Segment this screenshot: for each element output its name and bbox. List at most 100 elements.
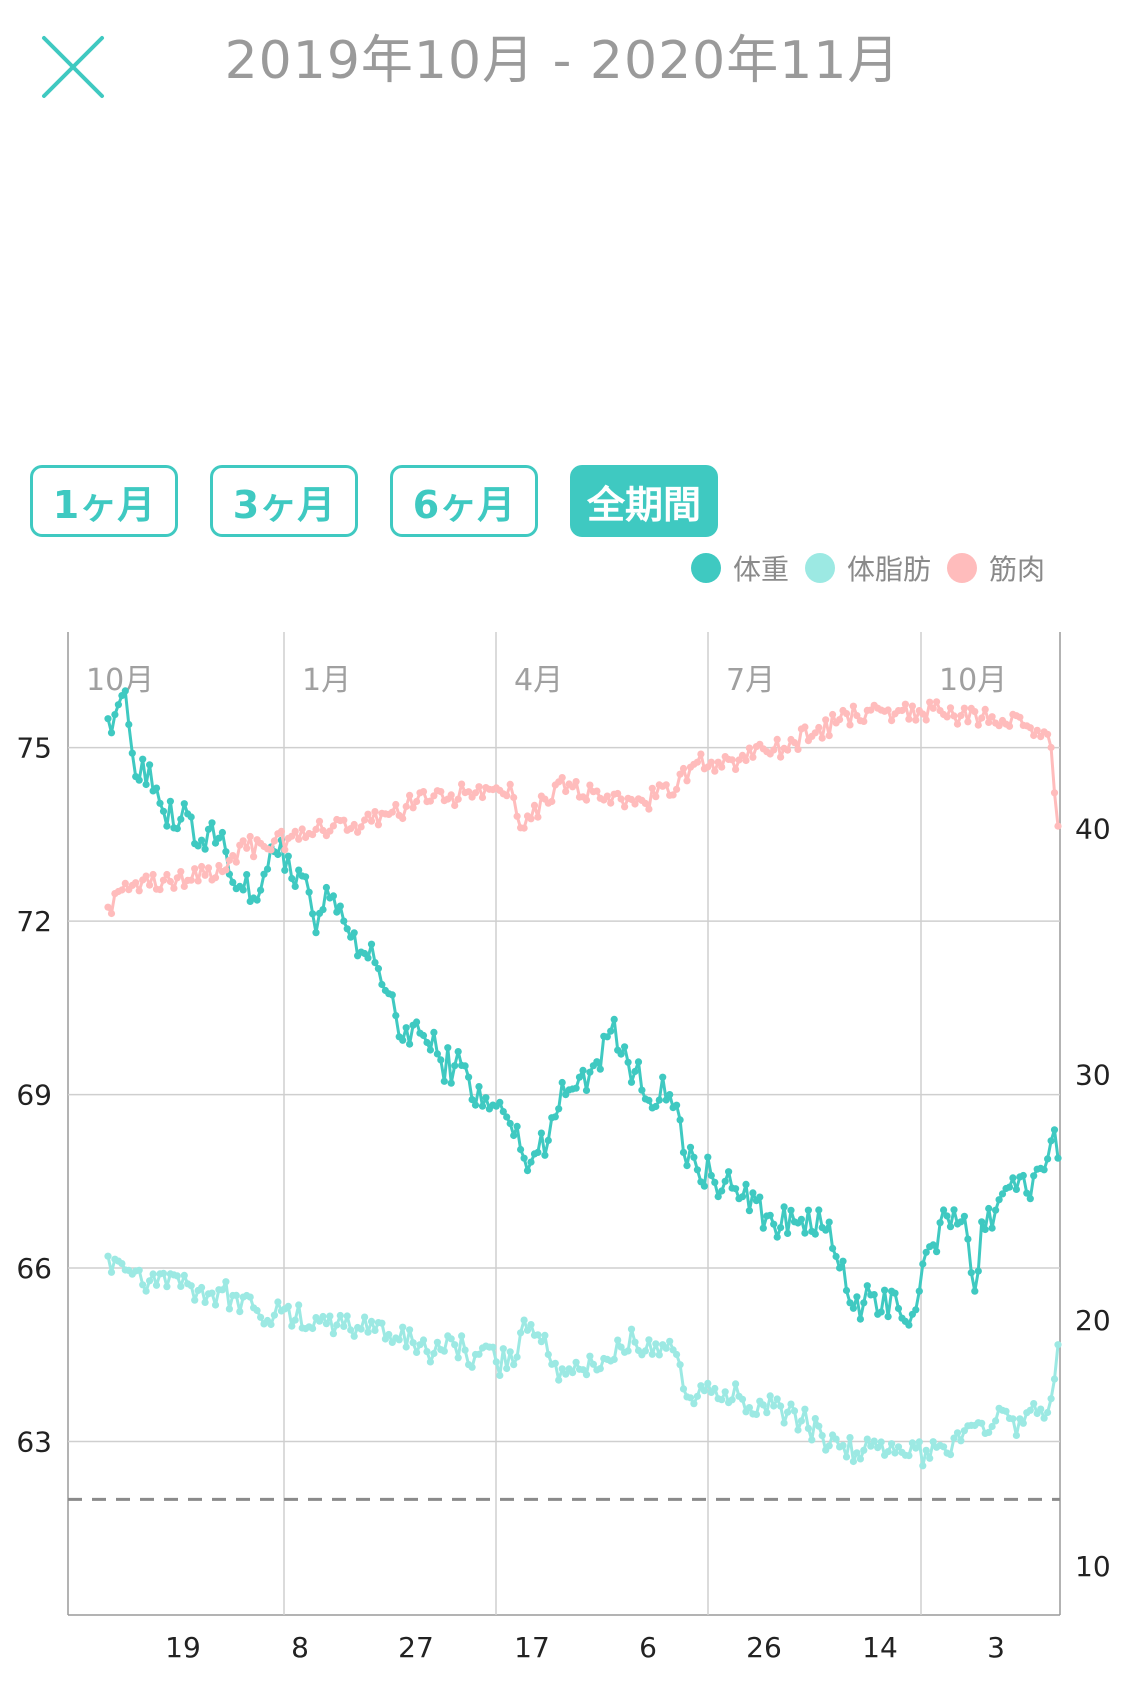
data-point — [558, 1365, 566, 1373]
data-point — [912, 1444, 920, 1452]
data-point — [517, 1145, 525, 1154]
data-point — [985, 1428, 993, 1436]
data-point — [187, 1282, 195, 1290]
data-point — [849, 1457, 858, 1466]
data-point — [926, 698, 934, 706]
data-point — [863, 1435, 871, 1443]
data-point — [780, 1419, 788, 1427]
data-point — [510, 1361, 518, 1369]
data-point — [690, 1153, 698, 1161]
data-point — [517, 1329, 525, 1337]
data-point — [846, 1434, 854, 1442]
data-point — [967, 1269, 975, 1277]
data-point — [655, 1351, 663, 1359]
data-point — [870, 1437, 878, 1445]
data-point — [163, 822, 171, 830]
data-point — [107, 729, 116, 737]
data-point — [985, 1204, 993, 1213]
data-point — [246, 832, 254, 841]
data-point — [291, 882, 299, 890]
data-point — [215, 834, 223, 842]
data-point — [302, 873, 310, 881]
data-point — [1009, 1174, 1017, 1182]
data-point — [950, 1206, 958, 1214]
data-point — [222, 866, 230, 874]
y-right-tick-label: 20 — [1075, 1304, 1111, 1337]
data-point — [371, 808, 379, 816]
data-point — [662, 1096, 670, 1104]
data-point — [766, 1211, 774, 1219]
data-point — [839, 1441, 847, 1449]
data-point — [222, 1278, 230, 1286]
data-point — [281, 846, 289, 854]
data-point — [988, 1422, 996, 1431]
data-point — [922, 1248, 930, 1256]
data-point — [919, 1260, 927, 1268]
data-point — [842, 1286, 851, 1295]
data-point — [950, 712, 958, 720]
data-point — [513, 812, 521, 820]
data-point — [818, 1432, 826, 1440]
data-point — [329, 1330, 337, 1338]
legend-label-body-fat: 体脂肪 — [846, 553, 931, 586]
data-point — [152, 784, 161, 792]
data-point — [527, 1321, 535, 1329]
tab-6-months[interactable]: 6ヶ月 — [390, 465, 538, 537]
data-point — [1050, 1126, 1059, 1134]
data-point — [940, 1206, 948, 1214]
data-point — [870, 1291, 878, 1299]
data-point — [998, 1190, 1007, 1198]
data-point — [454, 1354, 462, 1362]
data-point — [770, 1402, 778, 1410]
data-point — [336, 1311, 344, 1320]
data-point — [503, 1364, 511, 1373]
data-point — [749, 753, 757, 761]
data-point — [860, 1446, 868, 1454]
data-point — [773, 1233, 781, 1241]
body-composition-chart[interactable]: 10月 1月 4月 7月 10月 75 72 69 66 63 40 30 20 10 19 8 27 17 6 26… — [0, 620, 1125, 1689]
data-point — [423, 1038, 431, 1047]
data-point — [593, 1058, 601, 1066]
data-point — [676, 770, 684, 778]
y-right-tick-label: 40 — [1075, 813, 1111, 846]
data-point — [322, 883, 330, 892]
data-point — [544, 1350, 552, 1359]
data-point — [759, 1401, 767, 1409]
data-point — [492, 1358, 500, 1366]
y-left-tick-label: 72 — [16, 905, 52, 938]
data-point — [891, 1289, 899, 1297]
data-point — [163, 1283, 171, 1291]
x-tick-label: 19 — [165, 1631, 201, 1664]
tab-1-month[interactable]: 1ヶ月 — [30, 465, 178, 537]
data-point — [673, 1101, 681, 1109]
data-point — [1047, 1395, 1055, 1403]
data-point — [350, 929, 358, 937]
data-point — [815, 723, 823, 732]
chart-legend: 体重 体脂肪 筋肉 — [675, 548, 1045, 588]
x-tick-label: 3 — [987, 1631, 1005, 1664]
data-point — [988, 1224, 996, 1232]
data-point — [146, 881, 154, 889]
data-point — [666, 1337, 674, 1345]
tab-3-months[interactable]: 3ヶ月 — [210, 465, 358, 537]
data-point — [402, 1024, 410, 1032]
data-point — [818, 734, 826, 742]
data-point — [926, 1454, 934, 1462]
data-point — [894, 1443, 903, 1451]
series-body-fat — [104, 1252, 1062, 1470]
data-point — [111, 711, 119, 719]
data-point — [350, 1332, 358, 1340]
month-label: 1月 — [302, 663, 351, 698]
data-point — [745, 744, 754, 752]
tab-all-period[interactable]: 全期間 — [570, 465, 718, 537]
data-point — [648, 784, 656, 792]
data-point — [943, 1212, 951, 1220]
data-point — [825, 1218, 833, 1226]
data-point — [367, 817, 376, 825]
data-point — [856, 1315, 865, 1323]
data-point — [340, 917, 348, 925]
y-left-tick-label: 75 — [16, 732, 52, 765]
data-point — [621, 1043, 629, 1051]
close-button[interactable] — [38, 32, 108, 102]
data-point — [198, 836, 206, 844]
